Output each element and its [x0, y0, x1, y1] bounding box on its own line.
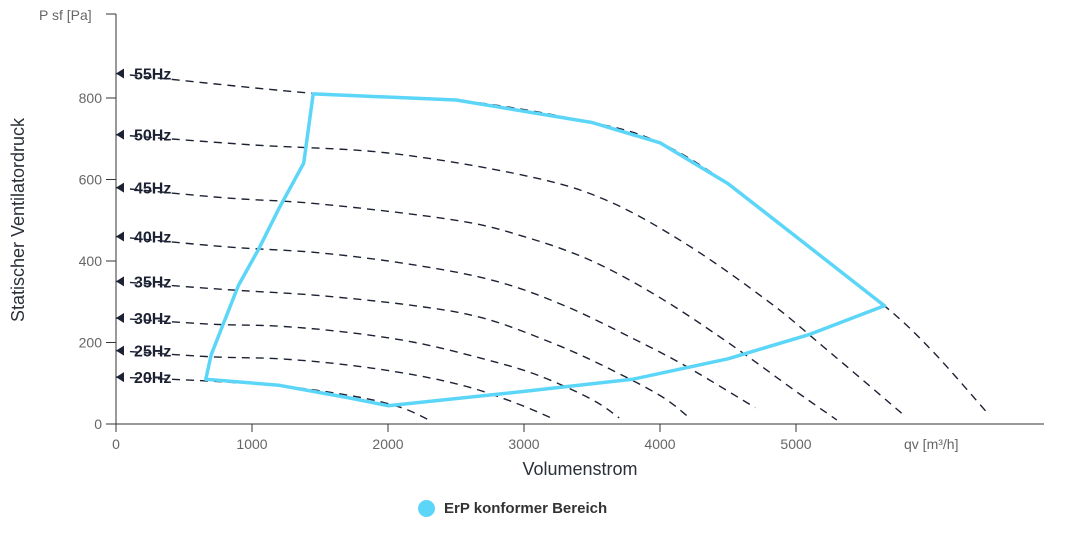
curve-35Hz: [115, 280, 688, 417]
y-tick-label: 200: [79, 335, 103, 351]
y-tick-label: 400: [79, 253, 103, 269]
curve-30Hz: [115, 317, 620, 419]
arrow-25Hz: [116, 345, 124, 356]
curve-50Hz: [115, 134, 906, 417]
x-tick-label: 1000: [236, 436, 267, 452]
label-30Hz: 30Hz: [134, 311, 171, 328]
x-tick-label: 4000: [644, 436, 675, 452]
label-50Hz: 50Hz: [134, 128, 171, 145]
legend[interactable]: ErP konformer Bereich: [418, 500, 607, 517]
x-tick-label: 5000: [780, 436, 811, 452]
label-45Hz: 45Hz: [134, 181, 171, 198]
arrow-45Hz: [116, 182, 124, 193]
curve-55Hz: [115, 72, 987, 413]
legend-label-erp: ErP konformer Bereich: [444, 500, 608, 517]
y-tick-label: 600: [79, 172, 103, 188]
x-tick-label: 0: [112, 436, 120, 452]
x-tick-label: 3000: [508, 436, 539, 452]
y-tick-label: 800: [79, 90, 103, 106]
arrow-30Hz: [116, 313, 124, 324]
y-unit-label: P sf [Pa]: [39, 7, 92, 23]
erp-region: [204, 92, 887, 408]
y-axis-title: Statischer Ventilatordruck: [8, 117, 28, 322]
axes: 0 200 400 600 800 0 1000 2000 3000 4000 5000: [79, 13, 1044, 452]
arrow-40Hz: [116, 231, 124, 242]
x-tick-label: 2000: [372, 436, 403, 452]
curve-25Hz: [115, 349, 552, 419]
label-20Hz: 20Hz: [134, 370, 171, 387]
arrow-35Hz: [116, 276, 124, 287]
legend-marker: [418, 500, 435, 517]
x-unit-label: qv [m³/h]: [904, 436, 958, 452]
arrow-50Hz: [116, 129, 124, 140]
label-55Hz: 55Hz: [134, 67, 171, 84]
x-axis-title: Volumenstrom: [522, 459, 637, 479]
frequency-labels: 55Hz 50Hz 45Hz 40Hz 35Hz 30Hz 25Hz 20Hz: [116, 67, 171, 387]
erp-region-outline: [204, 92, 887, 408]
label-25Hz: 25Hz: [134, 344, 171, 361]
y-tick-label: 0: [94, 416, 102, 432]
label-35Hz: 35Hz: [134, 274, 171, 291]
arrow-20Hz: [116, 372, 124, 383]
curve-40Hz: [115, 235, 756, 409]
label-40Hz: 40Hz: [134, 230, 171, 247]
arrow-55Hz: [116, 68, 124, 79]
curve-45Hz: [115, 187, 838, 421]
frequency-curves: [115, 72, 987, 421]
